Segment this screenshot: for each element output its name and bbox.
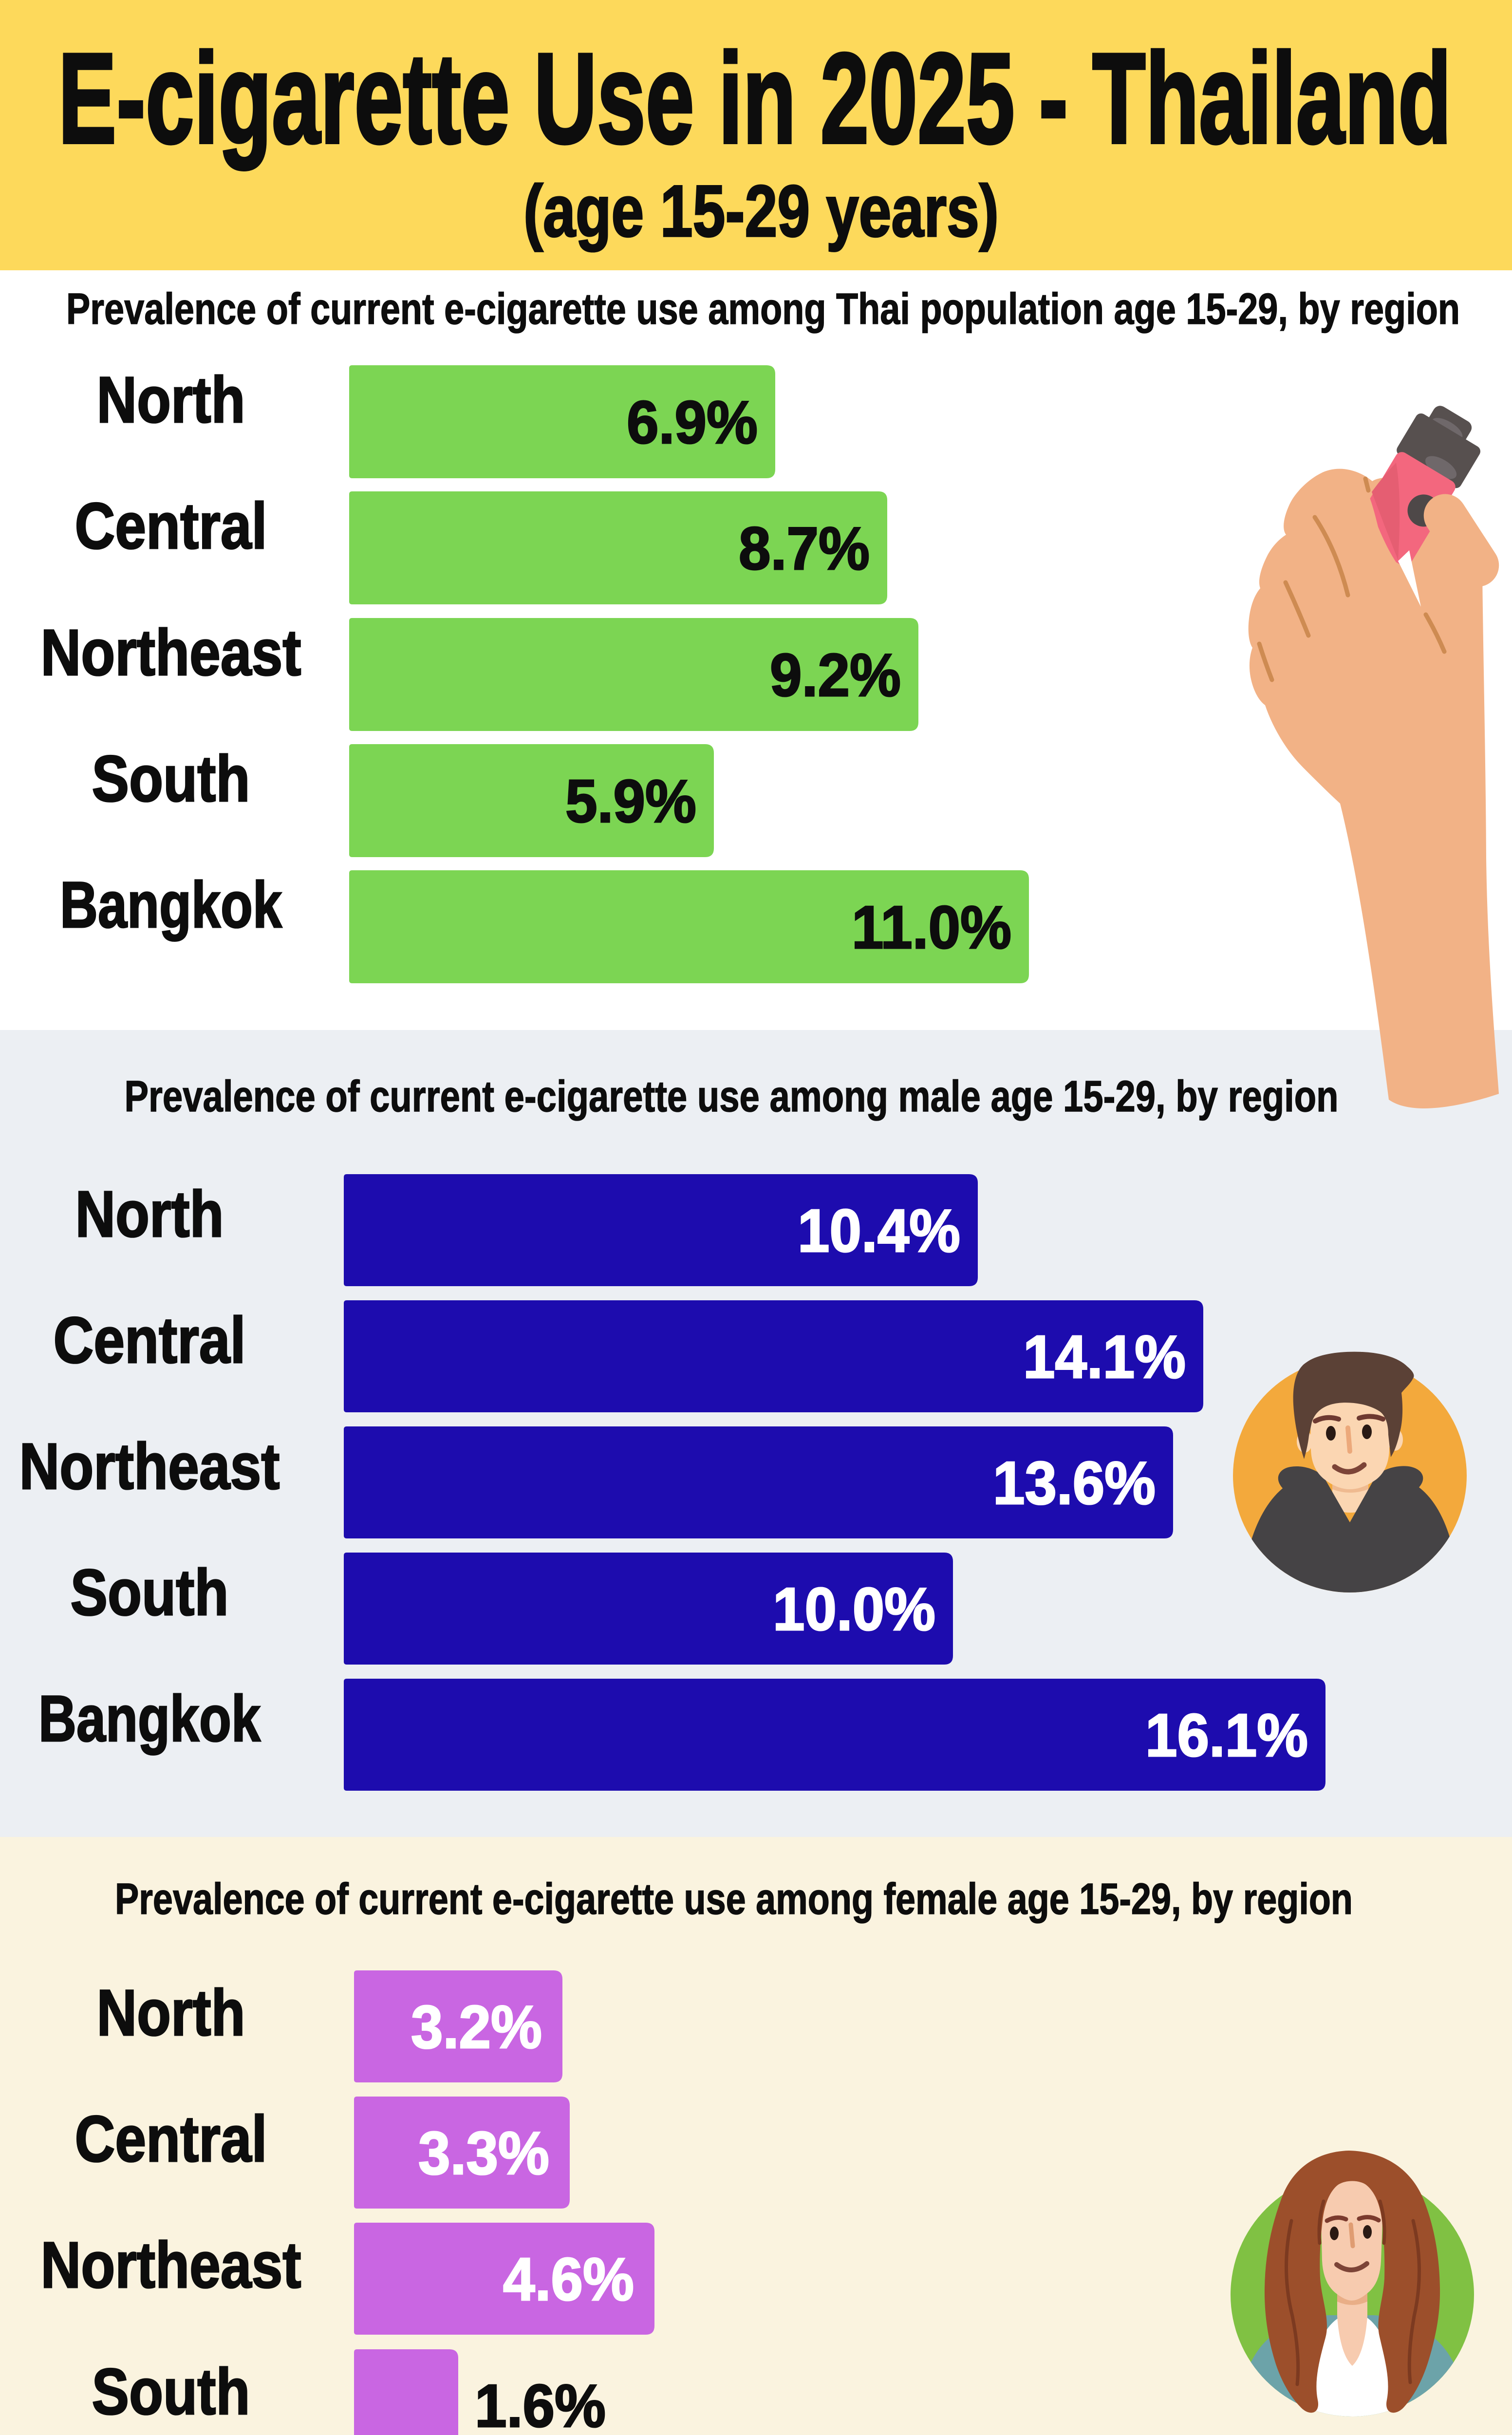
svg-text:Northeast: Northeast xyxy=(19,1430,280,1503)
svg-text:South: South xyxy=(92,2356,250,2428)
svg-text:Prevalence of current e-cigare: Prevalence of current e-cigarette use am… xyxy=(125,1072,1339,1121)
svg-text:11.0%: 11.0% xyxy=(852,894,1011,961)
svg-text:Bangkok: Bangkok xyxy=(38,1683,261,1755)
svg-text:13.6%: 13.6% xyxy=(993,1450,1156,1517)
svg-text:6.9%: 6.9% xyxy=(627,389,758,456)
svg-text:Prevalence of current e-cigare: Prevalence of current e-cigarette use am… xyxy=(115,1875,1353,1924)
svg-text:South: South xyxy=(92,743,250,815)
svg-text:Central: Central xyxy=(54,1304,246,1377)
svg-text:E-cigarette Use in 2025 - Thai: E-cigarette Use in 2025 - Thailand xyxy=(58,26,1452,171)
svg-text:5.9%: 5.9% xyxy=(565,768,696,835)
svg-text:North: North xyxy=(75,1178,224,1251)
svg-text:Northeast: Northeast xyxy=(41,617,301,689)
svg-text:(age 15-29 years): (age 15-29 years) xyxy=(523,170,999,252)
svg-text:Prevalence of current e-cigare: Prevalence of current e-cigarette use am… xyxy=(66,285,1460,334)
svg-text:4.6%: 4.6% xyxy=(503,2246,634,2313)
svg-text:North: North xyxy=(97,364,245,436)
svg-text:Central: Central xyxy=(75,490,267,562)
svg-text:16.1%: 16.1% xyxy=(1145,1702,1308,1769)
svg-text:North: North xyxy=(97,1977,245,2049)
svg-text:Central: Central xyxy=(75,2103,267,2175)
svg-text:10.0%: 10.0% xyxy=(773,1576,935,1643)
svg-text:3.2%: 3.2% xyxy=(411,1994,542,2061)
svg-text:14.1%: 14.1% xyxy=(1023,1324,1186,1391)
svg-text:8.7%: 8.7% xyxy=(739,515,870,582)
svg-text:9.2%: 9.2% xyxy=(770,642,901,709)
svg-text:Northeast: Northeast xyxy=(41,2229,301,2302)
svg-text:1.6%: 1.6% xyxy=(475,2373,606,2435)
svg-text:Bangkok: Bangkok xyxy=(60,869,282,941)
svg-text:South: South xyxy=(71,1556,229,1629)
svg-text:10.4%: 10.4% xyxy=(798,1198,960,1265)
svg-text:3.3%: 3.3% xyxy=(418,2120,549,2187)
